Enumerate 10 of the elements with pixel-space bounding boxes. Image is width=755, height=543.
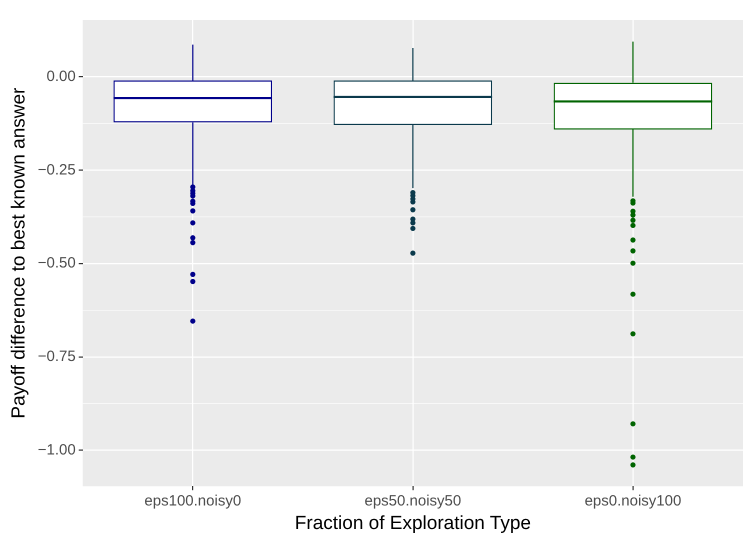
x-tick-label: eps50.noisy50 — [364, 492, 462, 510]
x-tick-label: eps0.noisy100 — [584, 492, 682, 510]
y-tick-label: 0.00 — [46, 68, 76, 85]
y-tick-label: −1.00 — [38, 441, 76, 458]
y-axis-title: Payoff difference to best known answer — [8, 86, 30, 419]
y-tick-label: −0.75 — [38, 348, 76, 366]
x-axis-title: Fraction of Exploration Type — [294, 512, 531, 534]
y-tick-label: −0.25 — [38, 161, 76, 178]
y-tick-label: −0.50 — [38, 254, 76, 272]
x-tick-label: eps100.noisy0 — [144, 492, 242, 510]
